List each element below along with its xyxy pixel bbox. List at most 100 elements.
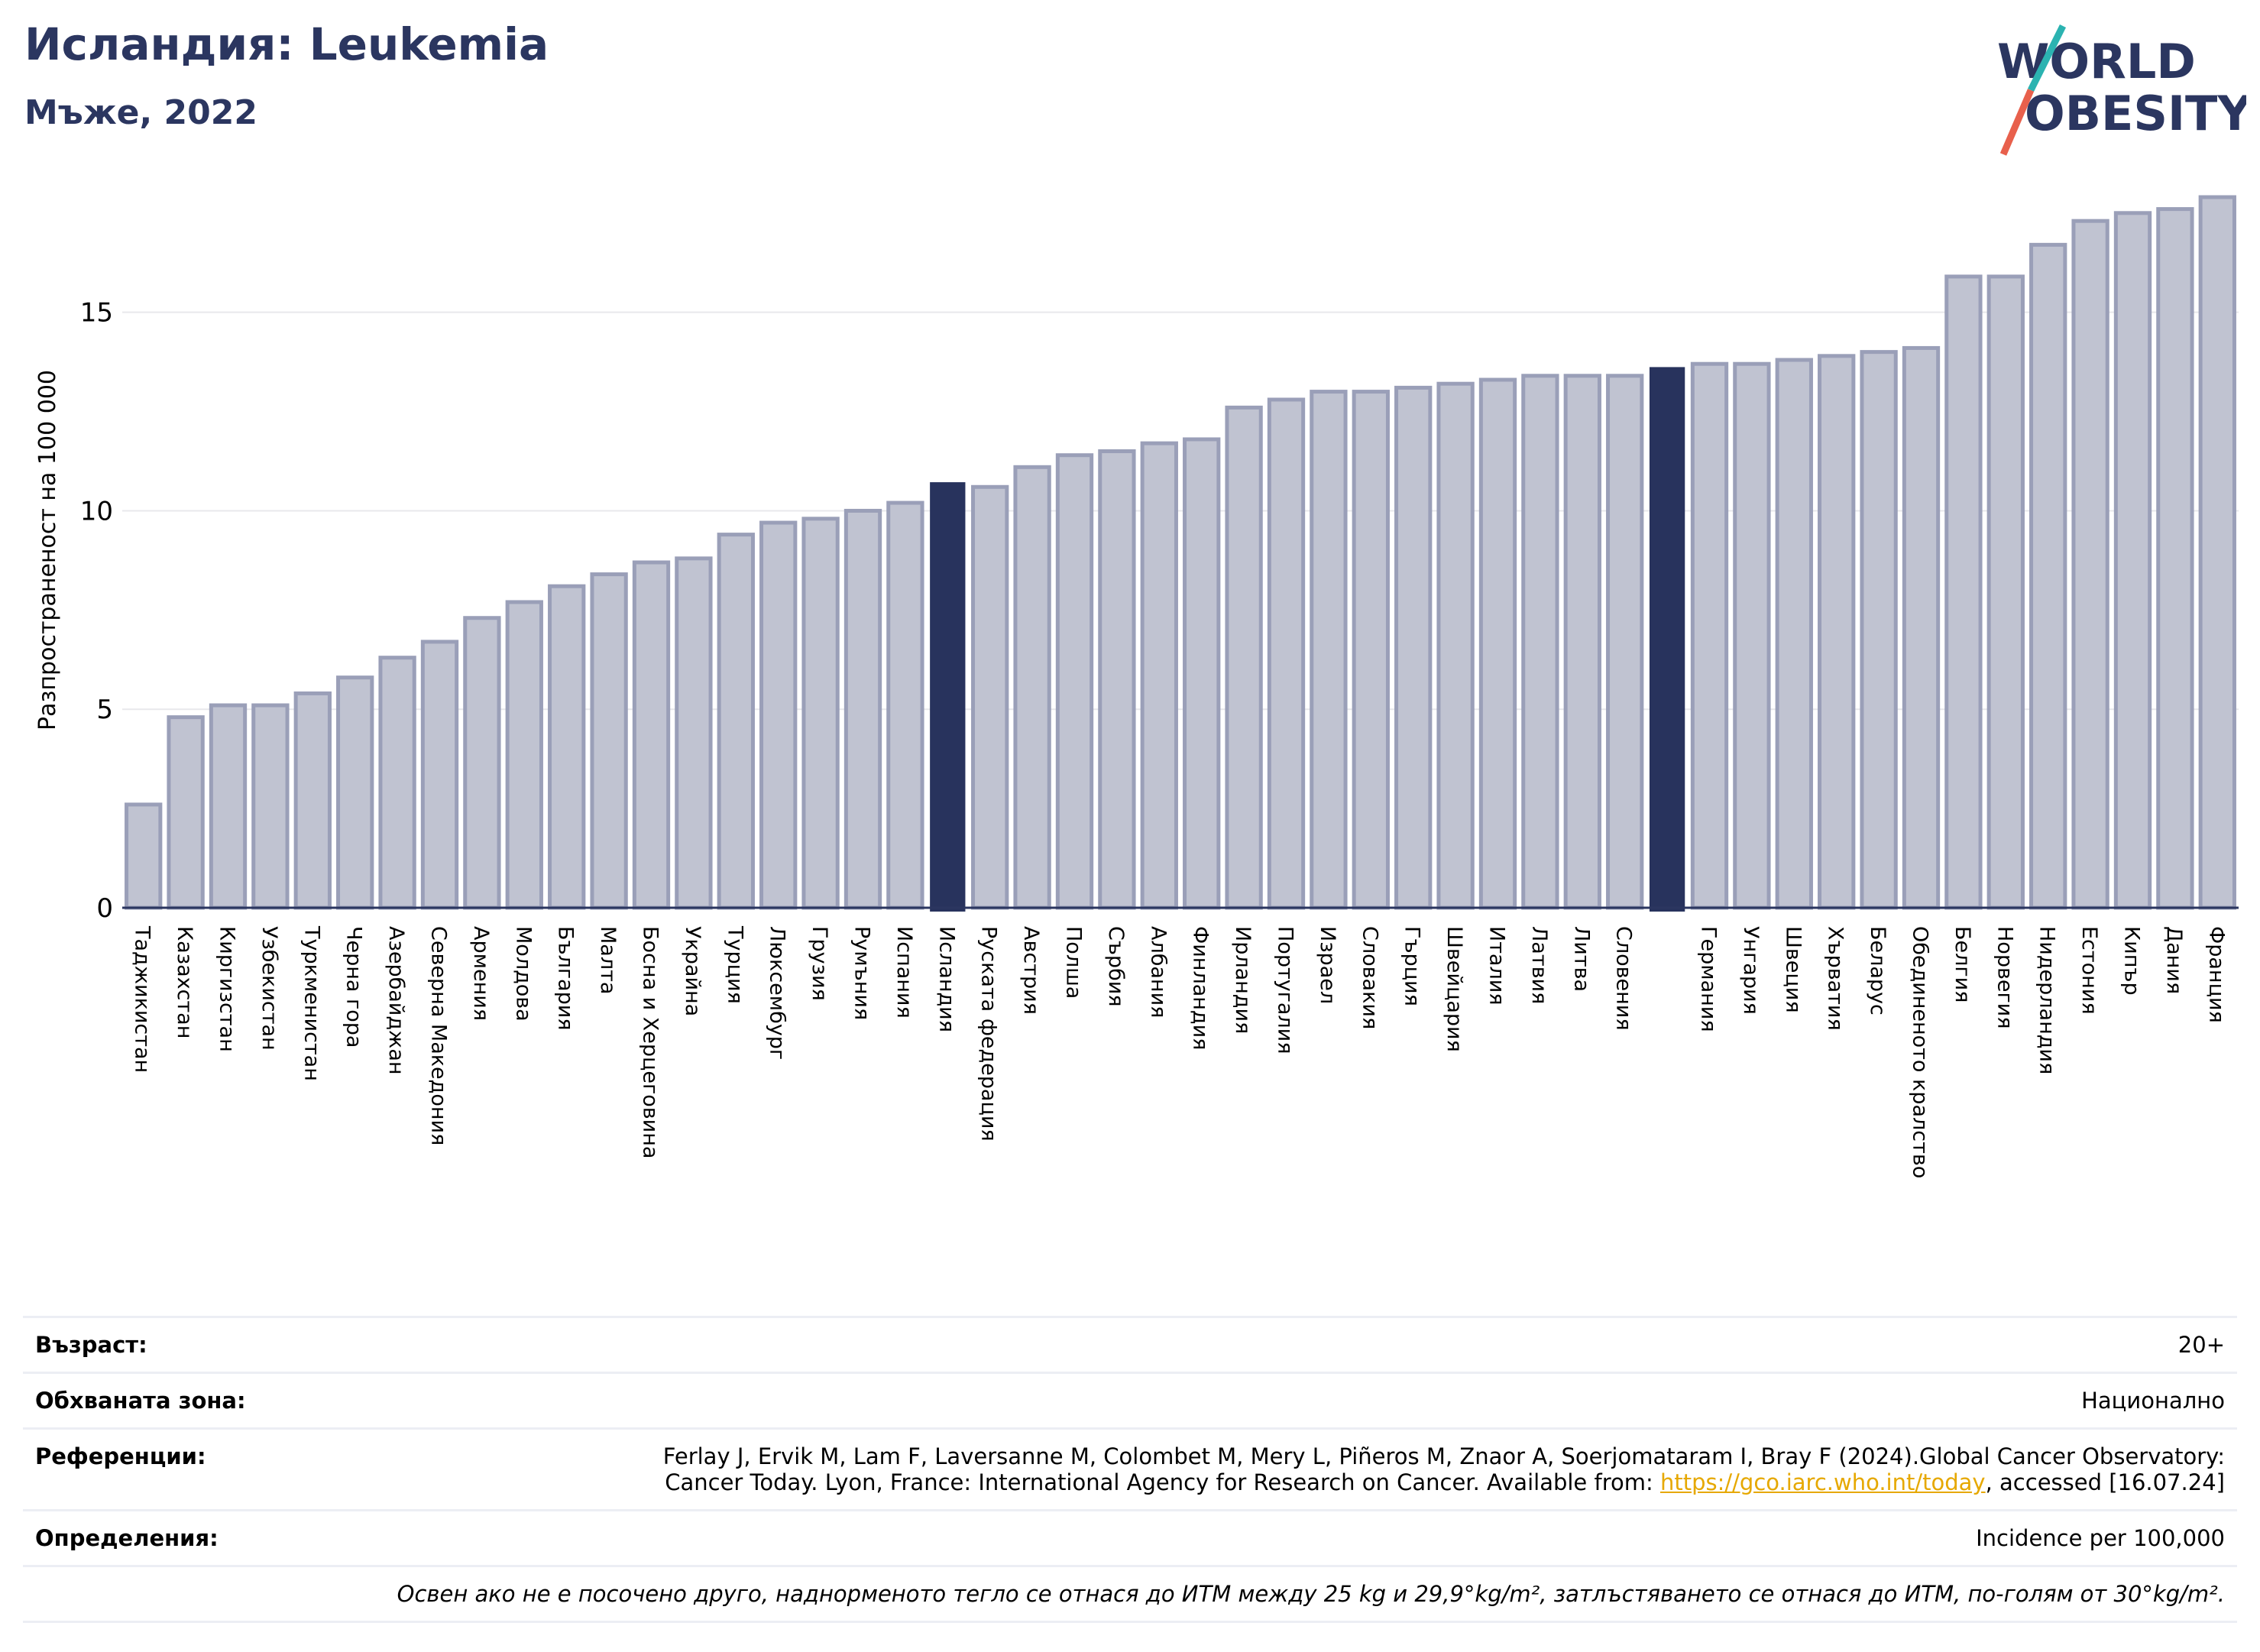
x-tick-label: Швейцария bbox=[1442, 926, 1466, 1052]
bar bbox=[2029, 242, 2067, 910]
bar bbox=[843, 508, 882, 910]
references-line2-pre: Cancer Today. Lyon, France: Internationa… bbox=[665, 1469, 1660, 1495]
x-tick-label: Грузия bbox=[808, 926, 831, 1001]
bar bbox=[505, 600, 543, 910]
bar bbox=[1649, 367, 1685, 912]
bar bbox=[1818, 354, 1856, 910]
x-tick-label: Белгия bbox=[1951, 926, 1974, 1003]
bar bbox=[548, 584, 586, 910]
age-label: Възраст: bbox=[35, 1332, 147, 1358]
x-tick-label: Таджикистан bbox=[131, 925, 154, 1073]
definitions-value: Incidence per 100,000 bbox=[1976, 1525, 2225, 1551]
x-tick-label: Словения bbox=[1612, 926, 1636, 1031]
bar bbox=[1055, 453, 1094, 910]
logo-line2: OBESITY bbox=[2025, 86, 2246, 141]
bar bbox=[1352, 390, 1390, 910]
y-tick-labels: 0 5 10 15 bbox=[80, 298, 113, 924]
x-tick-label: Португалия bbox=[1274, 926, 1297, 1054]
bar bbox=[590, 572, 628, 910]
definitions-note: Освен ако не е посочено друго, наднормен… bbox=[397, 1581, 2225, 1607]
bars bbox=[125, 195, 2236, 912]
x-tick-label: Малта bbox=[596, 926, 620, 994]
info-row-note: Освен ако не е посочено друго, наднормен… bbox=[23, 1565, 2237, 1623]
x-tick-label: Северна Македония bbox=[427, 926, 451, 1145]
bar bbox=[1140, 441, 1178, 910]
x-tick-label: Израел bbox=[1316, 926, 1339, 1004]
bar bbox=[463, 616, 501, 910]
x-tick-label: Обединеното кралство bbox=[1909, 926, 1932, 1178]
x-tick-label: Туркменистан bbox=[299, 925, 323, 1081]
bar bbox=[167, 715, 205, 910]
age-value: 20+ bbox=[2177, 1332, 2225, 1358]
x-tick-label: Гърция bbox=[1400, 926, 1424, 1006]
bar bbox=[1310, 390, 1348, 910]
bar bbox=[1225, 405, 1263, 910]
x-tick-label: Люксембург bbox=[766, 926, 789, 1060]
info-row-age: Възраст: 20+ bbox=[23, 1316, 2237, 1372]
definitions-label: Определения: bbox=[35, 1525, 219, 1551]
x-tick-label: Азербайджан bbox=[384, 926, 408, 1075]
bar bbox=[1183, 437, 1221, 910]
bar bbox=[1521, 374, 1559, 910]
bar bbox=[251, 703, 290, 910]
y-tick-label: 5 bbox=[96, 695, 113, 725]
bar bbox=[886, 500, 924, 910]
x-tick-label: Казахстан bbox=[173, 926, 196, 1038]
x-tick-label: Исландия bbox=[934, 926, 958, 1032]
bar bbox=[632, 560, 671, 910]
bar bbox=[1860, 350, 1898, 910]
bar bbox=[717, 533, 755, 910]
x-tick-label: Хърватия bbox=[1824, 926, 1847, 1031]
x-tick-label: Швеция bbox=[1781, 926, 1805, 1013]
x-tick-label: Италия bbox=[1485, 926, 1509, 1006]
bar bbox=[1690, 361, 1729, 910]
y-tick-label: 10 bbox=[80, 496, 113, 526]
bar bbox=[336, 675, 374, 910]
references-line1: Ferlay J, Ervik M, Lam F, Laversanne M, … bbox=[662, 1443, 2225, 1469]
references-line2-post: , accessed [16.07.24] bbox=[1985, 1469, 2225, 1495]
bar bbox=[1267, 397, 1306, 910]
x-tick-label: Германия bbox=[1697, 926, 1721, 1032]
x-tick-label: Румъния bbox=[850, 926, 874, 1020]
info-row-definitions: Определения: Incidence per 100,000 bbox=[23, 1509, 2237, 1565]
x-tick-label: Ирландия bbox=[1231, 926, 1255, 1034]
bar bbox=[930, 482, 966, 912]
x-tick-label: Киргизстан bbox=[215, 926, 239, 1052]
bar bbox=[1902, 345, 1941, 910]
bar bbox=[2198, 195, 2236, 910]
bar bbox=[125, 802, 163, 910]
bar bbox=[1775, 358, 1813, 910]
y-tick-label: 0 bbox=[96, 893, 113, 924]
info-row-references: Референции: Ferlay J, Ervik M, Lam F, La… bbox=[23, 1427, 2237, 1509]
bar bbox=[971, 484, 1009, 910]
bar bbox=[1606, 374, 1644, 910]
x-tick-label: Босна и Херцеговина bbox=[639, 926, 662, 1158]
x-tick-label: България bbox=[554, 926, 578, 1031]
x-tick-label: Унгария bbox=[1739, 926, 1763, 1015]
x-tick-label: Черна гора bbox=[342, 926, 366, 1048]
bar bbox=[675, 556, 713, 910]
bar bbox=[2156, 207, 2194, 910]
y-axis-label: Разпространеност на 100 000 bbox=[34, 370, 61, 730]
x-tick-label: Литва bbox=[1569, 926, 1593, 992]
x-tick-labels: Таджикистан Казахстан Киргизстан Узбекистан… bbox=[131, 925, 2229, 1178]
bar bbox=[2113, 211, 2152, 910]
world-obesity-logo: WORLD OBESITY bbox=[1997, 24, 2246, 156]
x-tick-label: Норвегия bbox=[1993, 926, 2016, 1028]
chart-subtitle: Мъже, 2022 bbox=[24, 93, 257, 132]
x-tick-label: Нидерландия bbox=[2035, 926, 2059, 1074]
bar bbox=[378, 656, 416, 910]
x-tick-label: Молдова bbox=[511, 926, 535, 1022]
x-tick-label: Беларус bbox=[1866, 926, 1889, 1015]
y-tick-label: 15 bbox=[80, 298, 113, 329]
references-link[interactable]: https://gco.iarc.who.int/today bbox=[1659, 1469, 1986, 1495]
bar bbox=[1563, 374, 1601, 910]
coverage-value: Национално bbox=[2081, 1388, 2225, 1414]
x-tick-label: Франция bbox=[2204, 926, 2228, 1023]
x-tick-label: Турция bbox=[723, 925, 746, 1004]
logo-line1: WORLD bbox=[1997, 34, 2196, 89]
bar bbox=[1733, 361, 1771, 910]
x-tick-label: Украйна bbox=[681, 926, 704, 1016]
x-tick-label: Австрия bbox=[1019, 926, 1043, 1015]
x-tick-label: Полша bbox=[1062, 926, 1086, 999]
